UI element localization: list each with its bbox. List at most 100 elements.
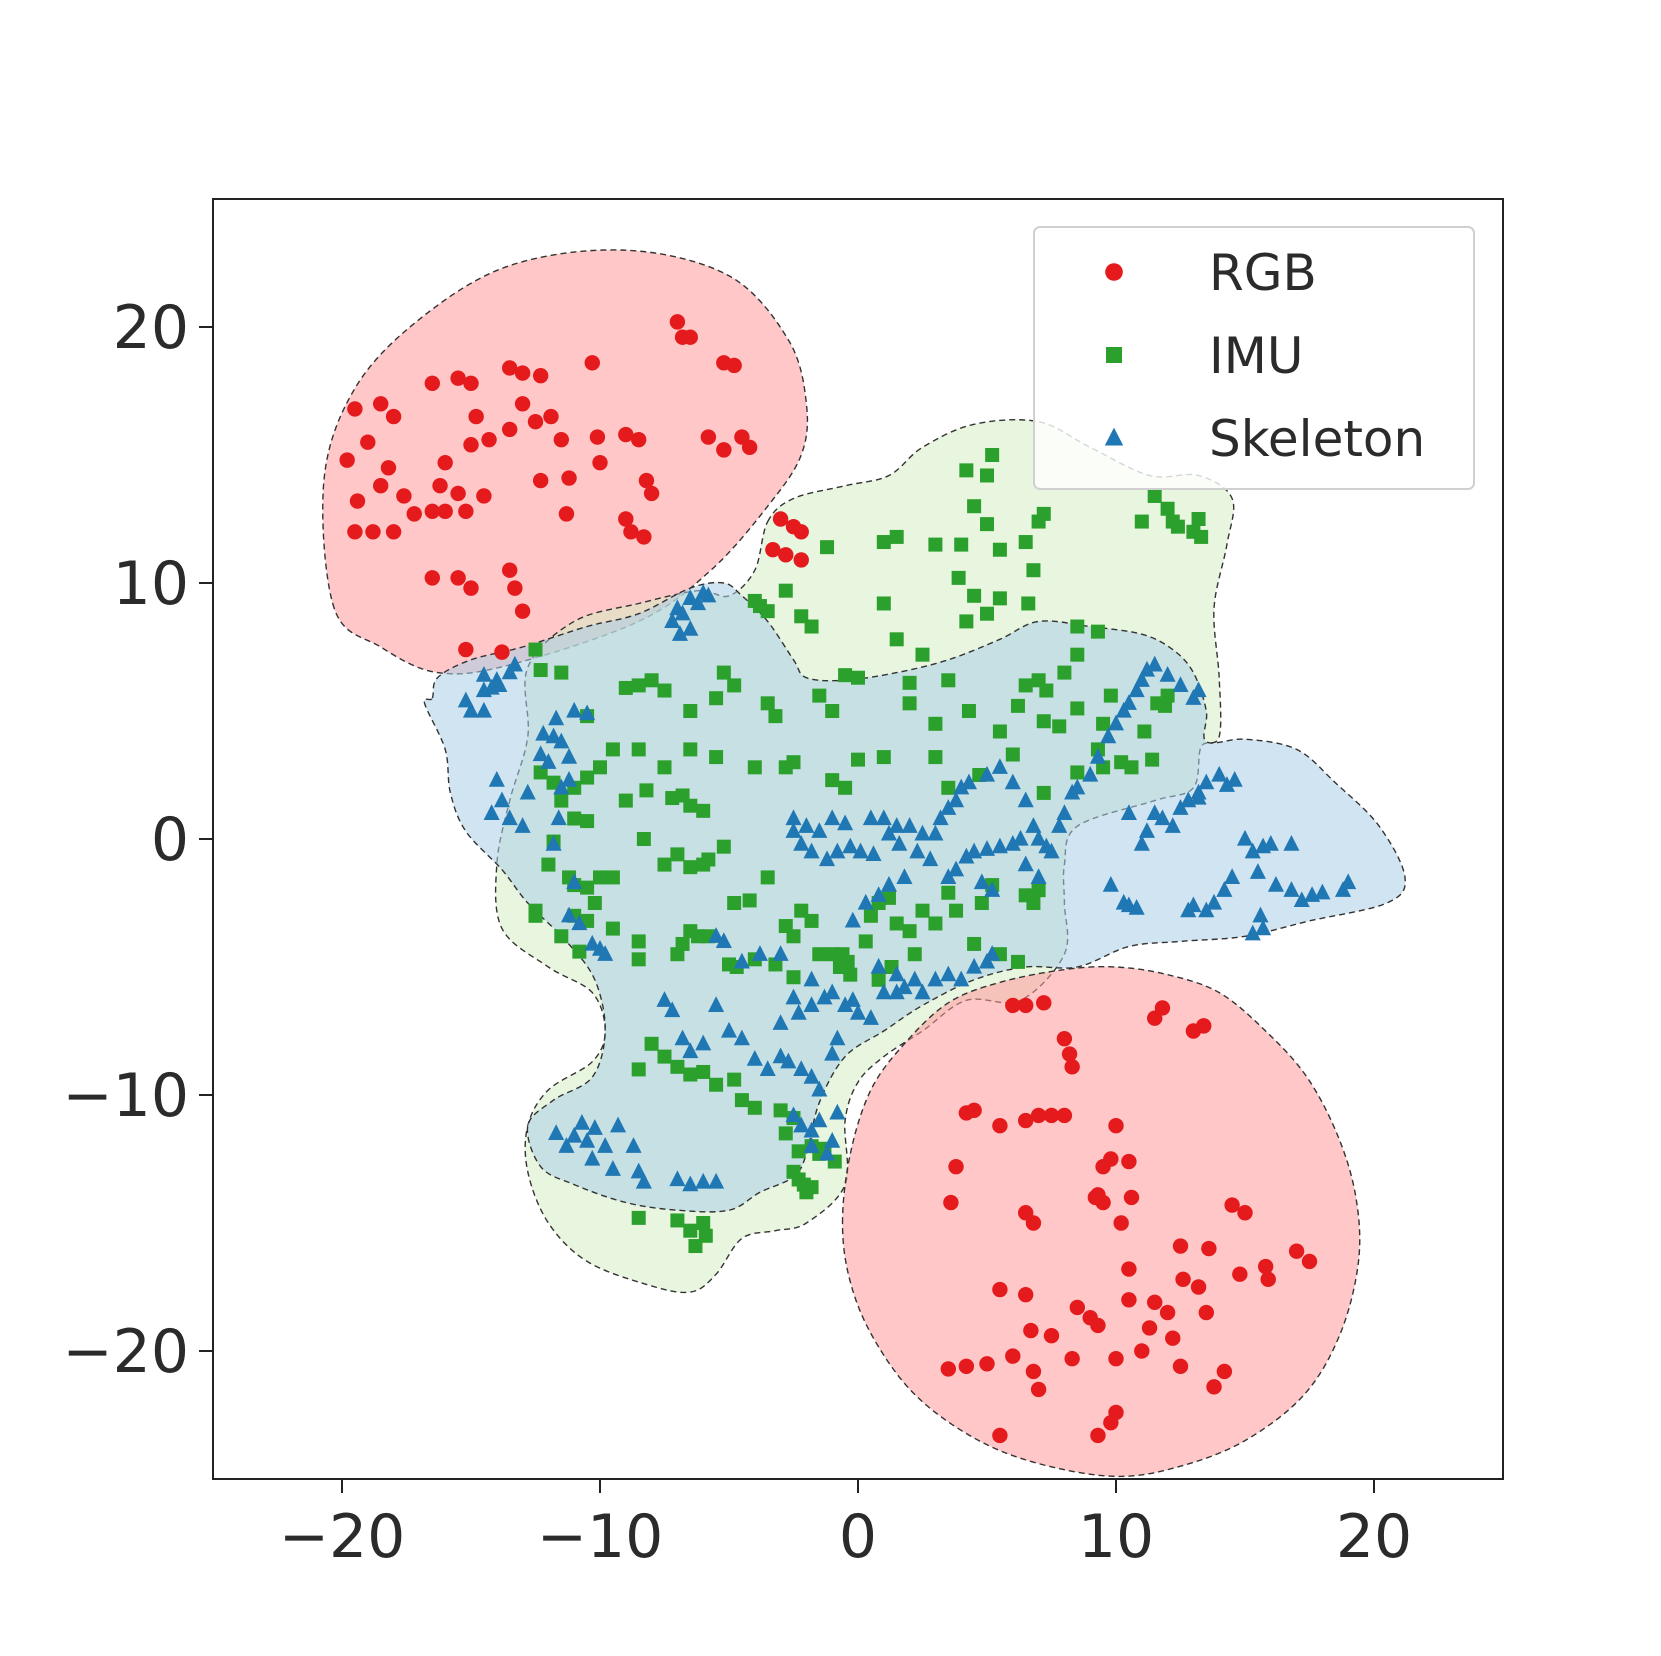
- skeleton-point: [803, 1121, 820, 1138]
- skeleton-point: [803, 1067, 820, 1084]
- imu-point: [773, 1103, 788, 1118]
- skeleton-point: [689, 594, 707, 611]
- rgb-point: [741, 439, 758, 456]
- skeleton-point: [906, 970, 923, 987]
- rgb-point: [1103, 1151, 1119, 1167]
- imu-point: [949, 903, 964, 918]
- skeleton-point: [1051, 817, 1068, 833]
- rgb-point: [1017, 1112, 1034, 1129]
- imu-point: [734, 1093, 749, 1108]
- skeleton-point: [733, 1029, 750, 1046]
- imu-point: [605, 870, 620, 885]
- skeleton-point: [780, 1052, 797, 1069]
- skeleton-point: [664, 1001, 681, 1018]
- rgb-point: [502, 421, 518, 438]
- imu-point: [727, 678, 742, 693]
- data-points: [339, 314, 1357, 1444]
- skeleton-point: [837, 814, 854, 831]
- skeleton-point: [824, 983, 841, 1000]
- imu-point: [554, 929, 569, 944]
- rgb-point: [1301, 1253, 1318, 1270]
- skeleton-point: [700, 586, 717, 603]
- imu-point: [838, 780, 853, 795]
- skeleton-point: [798, 817, 815, 833]
- skeleton-point: [671, 625, 689, 641]
- rgb-point: [940, 1361, 956, 1377]
- rgb-point: [1159, 1304, 1176, 1321]
- rgb-point: [437, 454, 453, 471]
- rgb-legend-marker: [1105, 263, 1123, 281]
- rgb-point: [432, 478, 448, 494]
- imu-point: [1150, 696, 1165, 711]
- skeleton-point: [824, 809, 841, 826]
- skeleton-point: [966, 842, 983, 859]
- skeleton-point: [597, 1137, 614, 1153]
- rgb-point: [618, 426, 634, 443]
- skeleton-point: [553, 732, 570, 749]
- rgb-point: [385, 524, 402, 540]
- skeleton-point: [991, 837, 1008, 854]
- skeleton-point: [584, 1149, 601, 1166]
- skeleton-point: [829, 842, 846, 859]
- skeleton-point: [1004, 835, 1021, 851]
- imu-point: [580, 770, 595, 785]
- skeleton-point: [958, 847, 975, 864]
- skeleton-point: [1030, 829, 1047, 846]
- imu-point: [636, 832, 651, 846]
- skeleton-point: [1216, 881, 1233, 897]
- skeleton-point: [978, 765, 996, 782]
- rgb-point: [1190, 1279, 1207, 1295]
- skeleton-point: [1172, 676, 1189, 693]
- skeleton-point: [1030, 868, 1047, 885]
- skeleton-point: [566, 873, 583, 890]
- skeleton-legend-marker: [1104, 427, 1124, 446]
- rgb-point: [1196, 1018, 1212, 1034]
- imu-point: [980, 468, 994, 483]
- imu-point: [657, 760, 672, 775]
- skeleton-point: [548, 709, 565, 726]
- skeleton-point: [720, 1021, 738, 1038]
- skeleton-point: [1314, 883, 1331, 900]
- imu-point: [639, 783, 654, 798]
- imu-point: [928, 716, 943, 731]
- skeleton-point: [849, 1003, 867, 1020]
- imu-point: [727, 1072, 742, 1087]
- imu-point: [760, 604, 775, 619]
- imu-point: [747, 760, 762, 775]
- rgb-point: [772, 511, 789, 527]
- rgb-point: [1064, 1059, 1080, 1075]
- imu-point: [1057, 665, 1072, 680]
- imu-point: [1145, 752, 1160, 767]
- skeleton-point: [984, 881, 1001, 897]
- skeleton-point: [682, 619, 699, 636]
- skeleton-point: [597, 945, 614, 961]
- skeleton-point: [560, 906, 578, 923]
- imu-point: [902, 675, 917, 690]
- rgb-point: [992, 1118, 1008, 1134]
- imu-point: [1021, 596, 1036, 611]
- imu-point: [799, 1185, 814, 1200]
- skeleton-point: [793, 835, 810, 851]
- skeleton-point: [888, 965, 905, 982]
- imu-point: [572, 944, 587, 959]
- skeleton-point: [1082, 765, 1099, 782]
- skeleton-point: [818, 850, 836, 867]
- skeleton-point: [914, 983, 931, 1000]
- skeleton-point: [844, 991, 861, 1007]
- skeleton-point: [991, 758, 1008, 774]
- rgb-point: [437, 503, 453, 520]
- imu-point: [889, 529, 904, 544]
- rgb-point: [1043, 1107, 1060, 1124]
- skeleton-point: [656, 991, 673, 1007]
- skeleton-point: [1252, 906, 1269, 923]
- skeleton-point: [635, 1172, 652, 1189]
- skeleton-point: [953, 778, 970, 795]
- imu-legend-marker: [1106, 347, 1122, 363]
- skeleton-point: [1211, 765, 1228, 782]
- rgb-point: [543, 408, 559, 425]
- skeleton-point: [909, 842, 926, 859]
- imu-point: [618, 793, 633, 808]
- legend-label: IMU: [1209, 327, 1303, 385]
- skeleton-point: [1159, 666, 1176, 682]
